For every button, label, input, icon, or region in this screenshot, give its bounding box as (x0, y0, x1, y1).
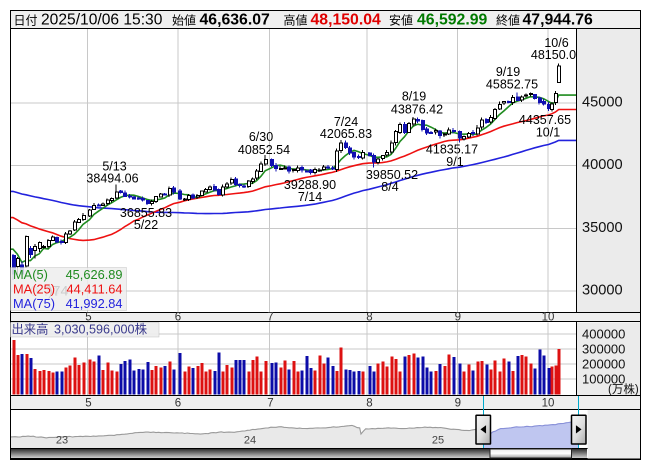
svg-text:30000: 30000 (582, 283, 623, 299)
svg-text:8/4: 8/4 (381, 180, 398, 194)
svg-text:8: 8 (366, 398, 372, 410)
svg-text:安値: 安値 (389, 13, 413, 28)
svg-text:MA(5): MA(5) (13, 267, 48, 282)
svg-text:8/19: 8/19 (402, 90, 426, 104)
svg-text:39850.52: 39850.52 (366, 168, 418, 182)
svg-text:40852.54: 40852.54 (238, 143, 290, 157)
svg-text:(万株): (万株) (608, 382, 639, 396)
svg-text:45852.75: 45852.75 (486, 78, 538, 92)
svg-text:41835.17: 41835.17 (426, 143, 478, 157)
svg-text:41,992.84: 41,992.84 (66, 296, 123, 311)
svg-text:始値: 始値 (172, 13, 196, 28)
svg-text:39288.90: 39288.90 (284, 178, 336, 192)
svg-text:43876.42: 43876.42 (391, 103, 443, 117)
svg-text:出来高: 出来高 (12, 322, 49, 337)
svg-text:300000: 300000 (582, 342, 625, 357)
svg-text:7/14: 7/14 (298, 190, 322, 204)
svg-text:44,411.64: 44,411.64 (67, 282, 123, 297)
svg-text:23: 23 (56, 435, 68, 447)
svg-text:10: 10 (542, 398, 555, 410)
svg-text:5/13: 5/13 (102, 160, 126, 174)
svg-text:25: 25 (432, 435, 444, 447)
svg-text:3,030,596,000株: 3,030,596,000株 (54, 323, 148, 337)
svg-text:日付: 日付 (14, 14, 38, 28)
svg-text:MA(25): MA(25) (13, 282, 55, 297)
svg-text:高値: 高値 (284, 13, 308, 28)
svg-text:)74: )74 (48, 283, 68, 299)
svg-text:40000: 40000 (582, 157, 623, 173)
svg-text:36855.83: 36855.83 (120, 206, 172, 220)
svg-text:38494.06: 38494.06 (86, 172, 138, 186)
svg-text:9: 9 (455, 312, 461, 324)
svg-text:48,150.04: 48,150.04 (311, 12, 381, 29)
svg-text:6: 6 (175, 312, 181, 324)
svg-text:7: 7 (267, 312, 273, 324)
svg-text:8: 8 (366, 312, 372, 324)
svg-text:46,636.07: 46,636.07 (200, 12, 270, 29)
svg-text:MA(75): MA(75) (13, 296, 55, 311)
svg-text:200000: 200000 (582, 357, 625, 372)
svg-text:42065.83: 42065.83 (320, 127, 372, 141)
svg-text:5/22: 5/22 (134, 218, 158, 232)
svg-text:400000: 400000 (582, 327, 625, 342)
svg-text:10/1: 10/1 (536, 126, 560, 140)
svg-text:9: 9 (455, 398, 461, 410)
svg-text:45000: 45000 (582, 95, 623, 111)
svg-text:5: 5 (85, 398, 91, 410)
svg-text:44357.65: 44357.65 (519, 113, 571, 127)
svg-text:6: 6 (175, 398, 181, 410)
svg-text:48150.0: 48150.0 (531, 48, 576, 62)
svg-text:35000: 35000 (582, 220, 623, 236)
svg-text:7: 7 (267, 398, 273, 410)
svg-text:10/6: 10/6 (544, 36, 568, 50)
svg-text:9/19: 9/19 (496, 65, 520, 79)
svg-text:47,944.76: 47,944.76 (523, 12, 593, 29)
svg-text:7/24: 7/24 (334, 115, 358, 129)
svg-text:9/1: 9/1 (446, 155, 463, 169)
svg-text:24: 24 (244, 435, 256, 447)
svg-text:5: 5 (85, 312, 91, 324)
svg-text:10: 10 (542, 312, 555, 324)
svg-text:終値: 終値 (496, 13, 520, 28)
svg-text:6/30: 6/30 (249, 130, 273, 144)
svg-text:100000: 100000 (582, 372, 625, 387)
svg-text:45,626.89: 45,626.89 (66, 267, 123, 282)
svg-text:2025/10/06 15:30: 2025/10/06 15:30 (41, 12, 163, 29)
svg-text:46,592.99: 46,592.99 (417, 12, 487, 29)
